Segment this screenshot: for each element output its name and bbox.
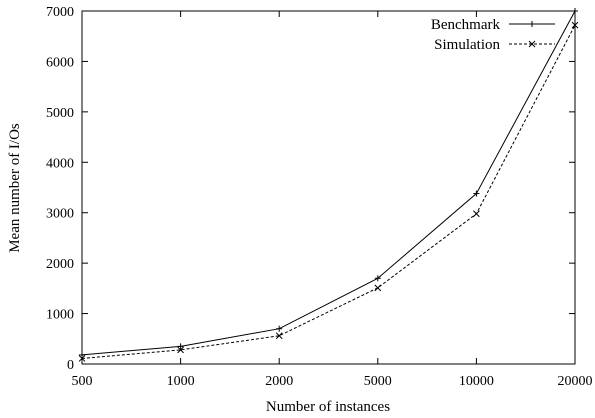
y-axis-label: Mean number of I/Os — [7, 123, 23, 253]
x-tick-label: 10000 — [459, 374, 494, 389]
data-point-simulation — [473, 210, 480, 218]
y-tick-label: 6000 — [46, 55, 74, 70]
data-point-benchmark — [473, 190, 480, 197]
series-layer — [78, 8, 579, 362]
data-point-benchmark — [177, 343, 184, 350]
legend-marker — [529, 21, 535, 27]
x-tick-label: 500 — [72, 374, 93, 389]
data-point-benchmark — [374, 275, 381, 282]
data-point-benchmark — [276, 325, 283, 332]
data-point-simulation — [374, 284, 382, 292]
y-tick-label: 5000 — [46, 106, 74, 121]
y-axis-ticks: 0 1000 2000 3000 4000 5000 6000 7000 — [46, 5, 575, 373]
series-line-simulation — [81, 24, 576, 359]
plot-area-frame — [81, 10, 576, 365]
legend-marker — [528, 40, 536, 48]
x-tick-label: 5000 — [364, 374, 392, 389]
y-tick-label: 3000 — [46, 207, 74, 222]
y-tick-label: 0 — [67, 358, 74, 373]
legend-label: Simulation — [434, 37, 500, 53]
data-point-simulation — [571, 21, 579, 29]
y-tick-label: 4000 — [46, 156, 74, 171]
data-point-benchmark — [572, 8, 578, 14]
y-tick-label: 2000 — [46, 257, 74, 272]
legend-label: Benchmark — [431, 17, 501, 33]
series-line-benchmark — [81, 10, 576, 356]
data-point-simulation — [275, 332, 283, 340]
x-axis-ticks: 500 1000 2000 5000 10000 20000 — [72, 11, 593, 389]
x-tick-label: 2000 — [265, 374, 293, 389]
x-axis-label: Number of instances — [266, 399, 390, 415]
data-point-simulation — [78, 355, 86, 362]
data-point-benchmark — [79, 351, 85, 358]
y-tick-label: 7000 — [46, 5, 74, 20]
data-point-simulation — [177, 346, 184, 354]
x-tick-label: 20000 — [558, 374, 593, 389]
x-tick-label: 1000 — [167, 374, 195, 389]
legend: Benchmark Simulation — [431, 17, 555, 53]
y-tick-label: 1000 — [46, 308, 74, 323]
